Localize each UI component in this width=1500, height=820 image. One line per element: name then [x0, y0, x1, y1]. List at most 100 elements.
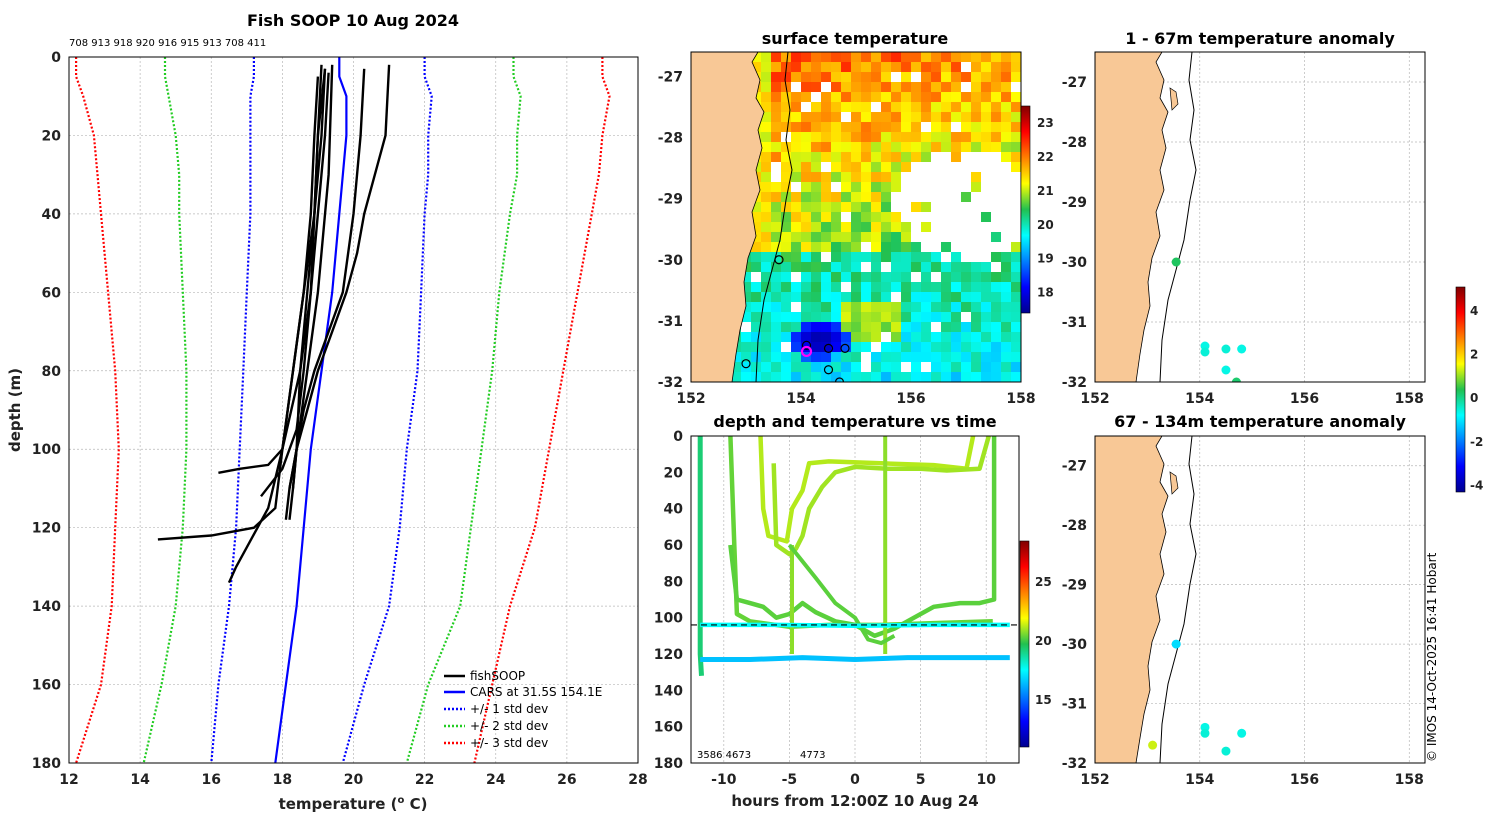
sst-cell — [951, 52, 961, 62]
std2-plus-line — [405, 57, 522, 763]
sst-cell — [991, 362, 1001, 372]
sst-cell — [781, 232, 791, 242]
timeseries-grid — [723, 436, 987, 763]
sst-cell — [791, 292, 801, 302]
sst-cell — [781, 332, 791, 342]
profile-ylabel: depth (m) — [6, 368, 24, 452]
sst-colorbar-tick: 21 — [1037, 184, 1054, 198]
sst-cell — [801, 52, 811, 62]
map-ytick-label: -32 — [1062, 756, 1087, 772]
sst-cell — [881, 342, 891, 352]
sst-cell — [791, 52, 801, 62]
sst-colorbar-ticks: 18 19 20 21 22 23 — [1037, 116, 1054, 300]
sst-cell — [771, 122, 781, 132]
sst-cell — [861, 202, 871, 212]
sst-cell — [771, 72, 781, 82]
sst-cell — [951, 72, 961, 82]
sst-cell — [951, 262, 961, 272]
sst-cell — [1011, 102, 1021, 112]
sst-cell — [871, 312, 881, 322]
sst-cell — [941, 342, 951, 352]
sst-cell — [801, 162, 811, 172]
sst-cell — [1011, 132, 1021, 142]
sst-cell — [821, 192, 831, 202]
sst-cell — [811, 212, 821, 222]
sst-cell — [771, 102, 781, 112]
sst-cell — [961, 292, 971, 302]
sst-cell — [861, 342, 871, 352]
sst-cell — [831, 92, 841, 102]
sst-cell — [991, 132, 1001, 142]
sst-stations — [741, 255, 850, 382]
sst-cell — [761, 312, 771, 322]
anomaly-shallow-point — [1200, 347, 1210, 357]
sst-cell — [981, 272, 991, 282]
sst-cell — [901, 132, 911, 142]
map-xtick-label: 158 — [1395, 772, 1424, 788]
sst-cell — [911, 372, 921, 382]
sst-cell — [911, 142, 921, 152]
profile-axes-frame — [68, 56, 639, 764]
sst-cell — [781, 122, 791, 132]
timeseries-ytick-label: 40 — [664, 502, 684, 518]
sst-cell — [951, 352, 961, 362]
sst-cell — [991, 232, 1001, 242]
sst-cell — [981, 142, 991, 152]
sst-cell — [771, 302, 781, 312]
sst-cell — [761, 202, 771, 212]
sst-cell — [891, 362, 901, 372]
sst-cell — [891, 352, 901, 362]
sst-cell — [921, 222, 931, 232]
sst-cell — [971, 52, 981, 62]
sst-cell — [921, 262, 931, 272]
sst-cell — [911, 252, 921, 262]
sst-cell — [841, 202, 851, 212]
sst-cell — [1001, 112, 1011, 122]
sst-cell — [931, 332, 941, 342]
std1-plus-line — [341, 57, 433, 763]
sst-cell — [801, 262, 811, 272]
sst-cell — [781, 272, 791, 282]
fishsoop-profile-line — [260, 64, 323, 498]
sst-cell — [871, 52, 881, 62]
timeseries-title: depth and temperature vs time — [713, 412, 996, 431]
map-ytick-label: -30 — [658, 253, 684, 269]
sst-cell — [991, 322, 1001, 332]
sst-cell — [781, 192, 791, 202]
sst-cell — [811, 112, 821, 122]
sst-cell — [941, 262, 951, 272]
sst-cell — [1011, 312, 1021, 322]
sst-cell — [1001, 62, 1011, 72]
sst-cell — [781, 242, 791, 252]
anomaly-deep-isobath — [1159, 436, 1197, 763]
sst-cell — [991, 312, 1001, 322]
timeseries-trace — [700, 655, 1010, 662]
sst-cell — [931, 312, 941, 322]
sst-cell — [861, 102, 871, 112]
sst-cell — [981, 292, 991, 302]
anomaly-deep-title: 67 - 134m temperature anomaly — [1114, 412, 1406, 431]
sst-cell — [821, 112, 831, 122]
sst-cell — [851, 192, 861, 202]
timeseries-xtick-label: -5 — [782, 772, 798, 788]
map-xtick-label: 158 — [1006, 391, 1035, 407]
sst-cell — [921, 132, 931, 142]
sst-cell — [741, 272, 751, 282]
sst-cell — [1001, 282, 1011, 292]
sst-cell — [751, 322, 761, 332]
sst-cell — [851, 72, 861, 82]
sst-cell — [961, 362, 971, 372]
sst-cell — [801, 82, 811, 92]
sst-cell — [871, 362, 881, 372]
copyright-notice: © IMOS 14-Oct-2025 16:41 Hobart — [1425, 552, 1439, 762]
sst-cell — [851, 322, 861, 332]
sst-cell — [751, 52, 761, 62]
sst-cell — [971, 332, 981, 342]
sst-cell — [931, 302, 941, 312]
sst-cell — [1001, 292, 1011, 302]
sst-cell — [981, 72, 991, 82]
anomaly-deep-point — [1221, 746, 1231, 756]
sst-cell — [731, 362, 741, 372]
sst-cell — [791, 332, 801, 342]
sst-cell — [761, 212, 771, 222]
